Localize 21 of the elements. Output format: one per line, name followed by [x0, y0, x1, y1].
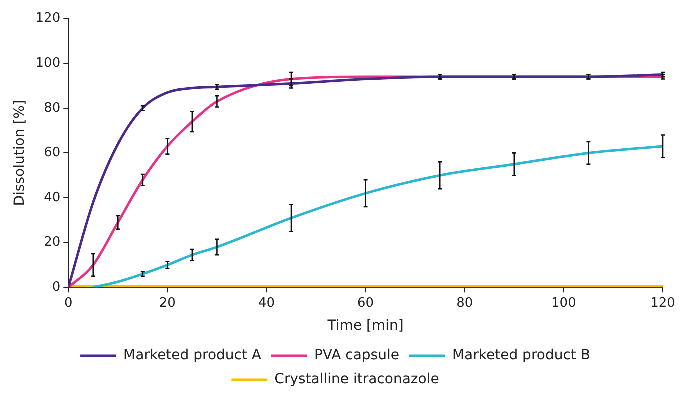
y-tick-label: 100 — [36, 56, 61, 71]
line-series — [92, 145, 663, 288]
legend-label: PVA capsule — [314, 348, 400, 364]
legend-label: Marketed product B — [452, 348, 590, 364]
x-tick-label: 40 — [258, 296, 276, 311]
y-tick-label: 60 — [44, 146, 61, 161]
y-tick-label: 120 — [36, 11, 61, 26]
y-tick-label: 20 — [44, 235, 61, 250]
x-tick-label: 20 — [159, 296, 176, 311]
x-tick-label: 80 — [456, 296, 474, 311]
x-axis-title: Time [min] — [326, 318, 404, 334]
x-tick-label: 0 — [64, 296, 73, 311]
x-tick-label: 60 — [358, 296, 374, 311]
y-tick-label: 80 — [44, 100, 61, 116]
x-tick-label: 100 — [552, 296, 576, 311]
y-axis-title: Dissolution [%] — [12, 100, 28, 206]
x-tick-label: 120 — [650, 296, 676, 311]
legend-label: Crystalline itraconazole — [274, 372, 440, 388]
legend-label: Marketed product A — [124, 348, 262, 364]
y-tick-label: 40 — [44, 190, 61, 206]
y-tick-label: 0 — [52, 280, 61, 295]
